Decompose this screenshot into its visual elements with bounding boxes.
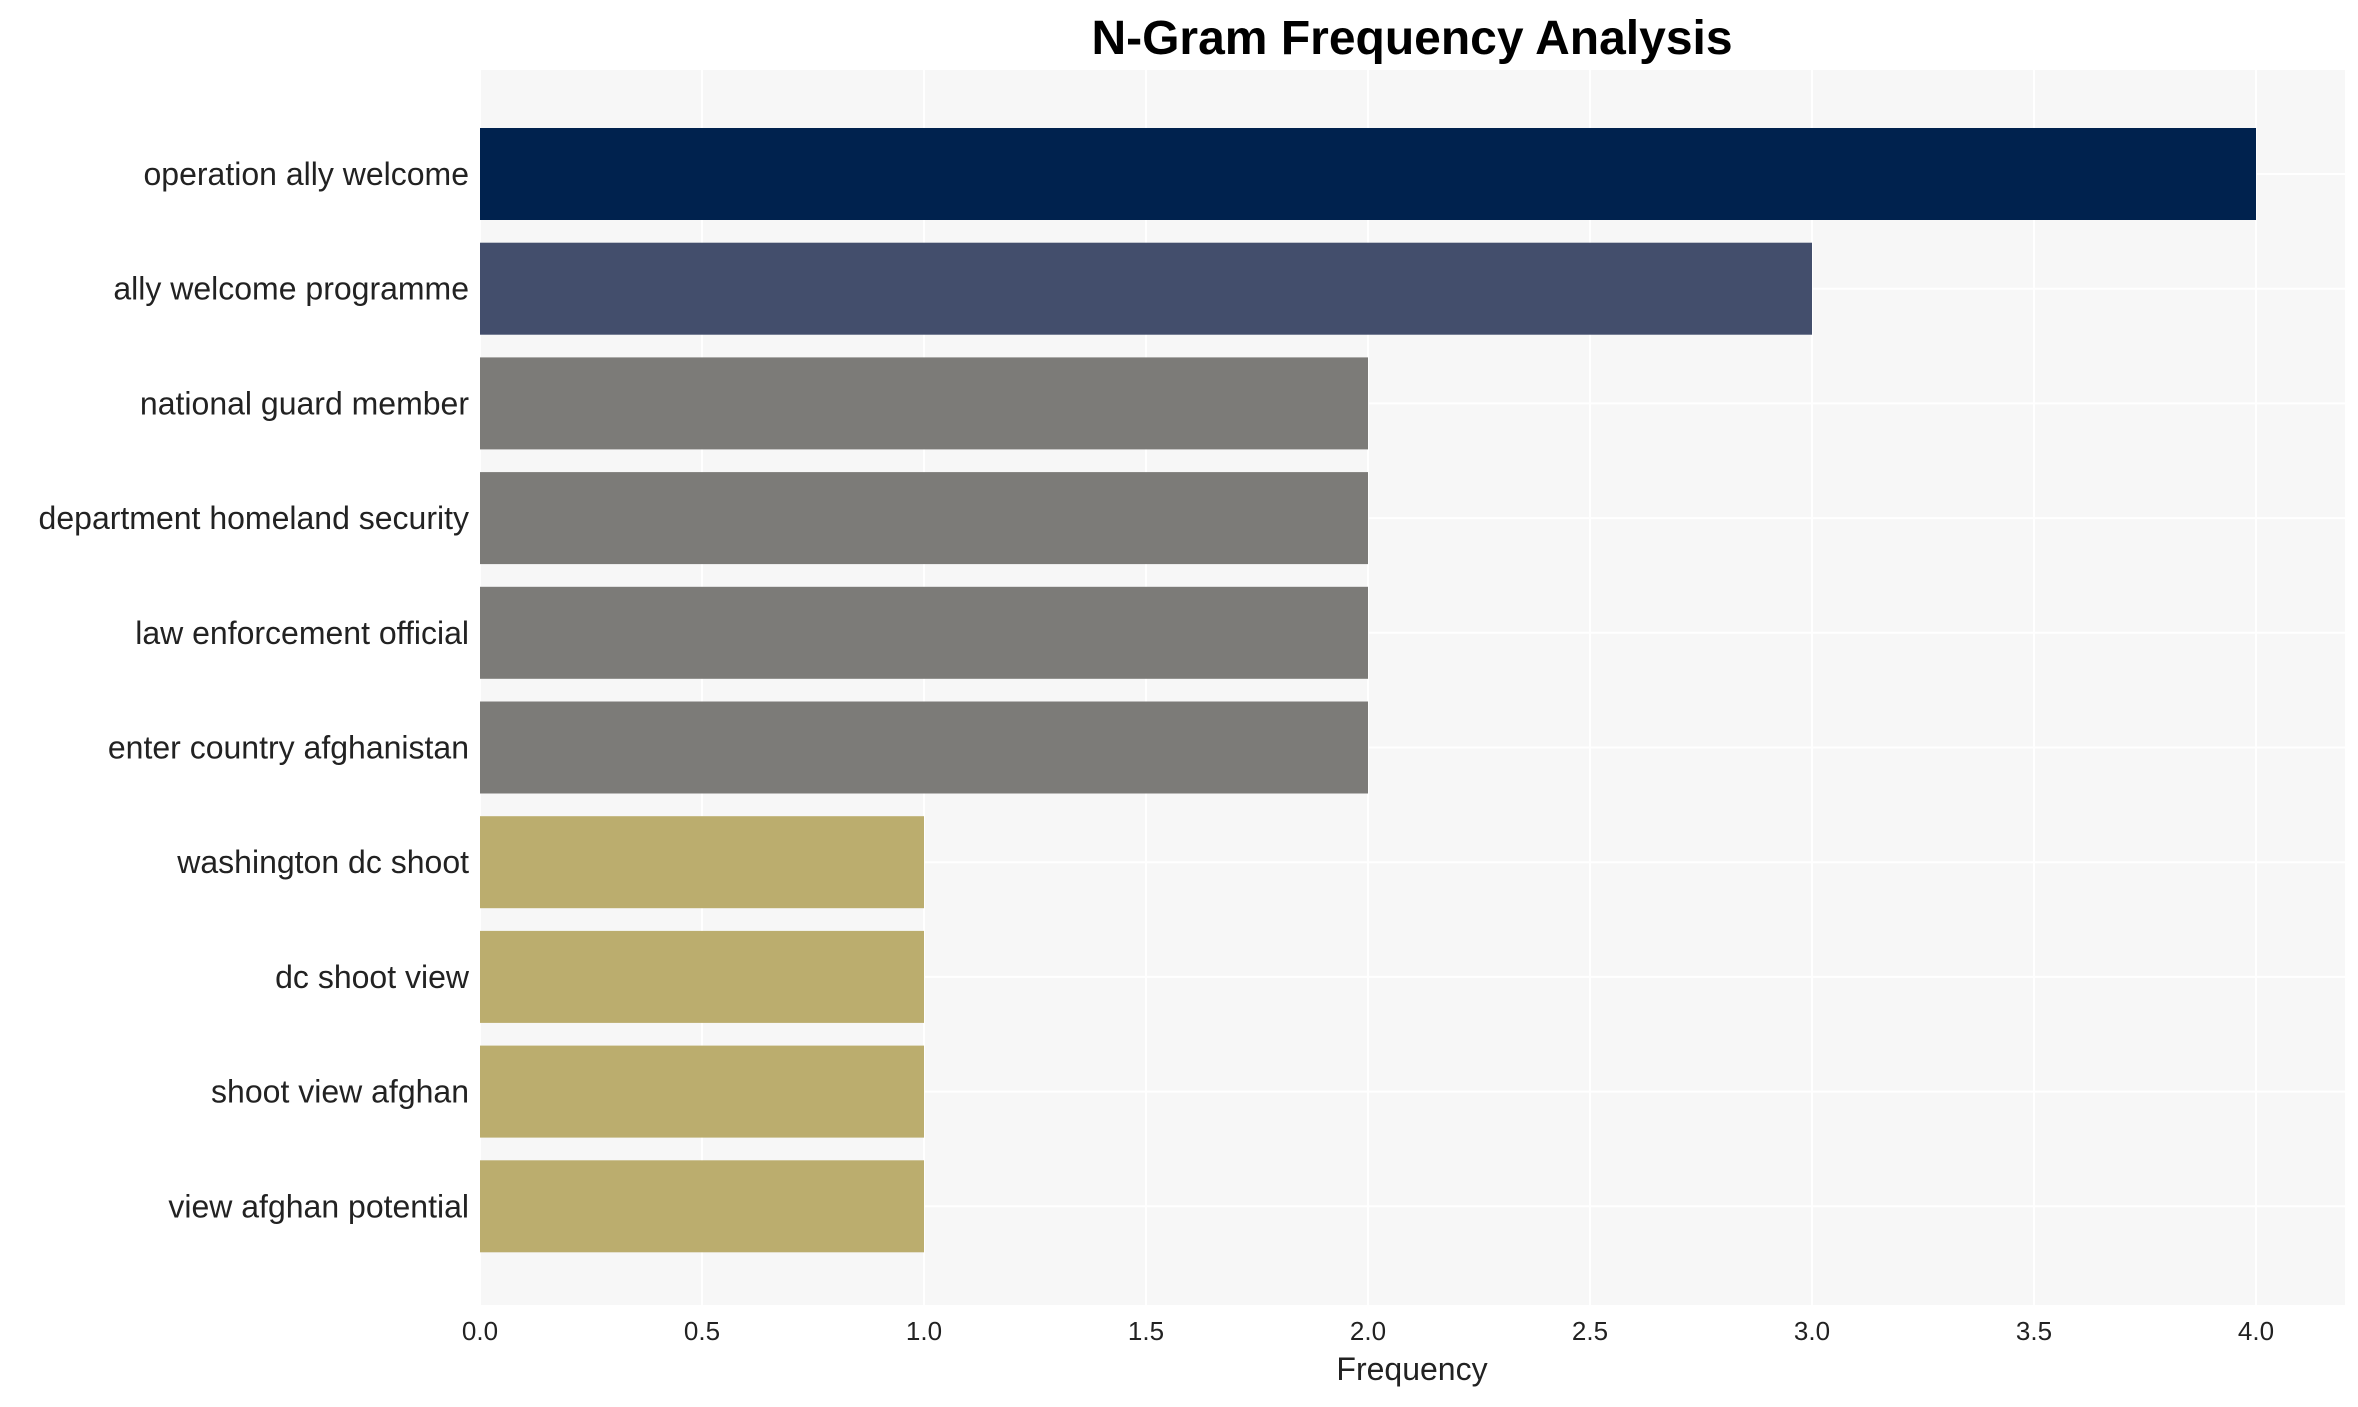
x-tick-label: 3.0 xyxy=(1794,1316,1830,1346)
bar-department-homeland-security xyxy=(480,472,1368,565)
category-labels: operation ally welcome ally welcome progr… xyxy=(39,156,470,1224)
x-tick-label: 1.0 xyxy=(906,1316,942,1346)
bar-dc-shoot-view xyxy=(480,930,924,1023)
bar-ally-welcome-programme xyxy=(480,242,1812,335)
category-label: law enforcement official xyxy=(135,615,469,651)
x-tick-label: 0.0 xyxy=(462,1316,498,1346)
x-tick-label: 4.0 xyxy=(2238,1316,2274,1346)
category-label: dc shoot view xyxy=(275,959,470,995)
bar-national-guard-member xyxy=(480,357,1368,450)
bars xyxy=(480,128,2256,1253)
category-label: washington dc shoot xyxy=(176,844,469,880)
x-tick-labels: 0.0 0.5 1.0 1.5 2.0 2.5 3.0 3.5 4.0 xyxy=(462,1316,2274,1346)
category-label: national guard member xyxy=(140,385,469,421)
x-tick-label: 2.5 xyxy=(1572,1316,1608,1346)
bar-operation-ally-welcome xyxy=(480,128,2256,220)
bar-enter-country-afghanistan xyxy=(480,701,1368,794)
category-label: view afghan potential xyxy=(168,1188,469,1224)
x-tick-label: 2.0 xyxy=(1350,1316,1386,1346)
x-axis-label: Frequency xyxy=(1336,1351,1487,1387)
x-tick-label: 1.5 xyxy=(1128,1316,1164,1346)
bar-law-enforcement-official xyxy=(480,586,1368,679)
category-label: department homeland security xyxy=(39,500,469,536)
bar-washington-dc-shoot xyxy=(480,816,924,909)
bar-shoot-view-afghan xyxy=(480,1045,924,1138)
category-label: shoot view afghan xyxy=(211,1074,469,1110)
x-tick-label: 0.5 xyxy=(684,1316,720,1346)
category-label: operation ally welcome xyxy=(144,156,470,192)
bar-view-afghan-potential xyxy=(480,1160,924,1253)
category-label: enter country afghanistan xyxy=(108,730,469,766)
category-label: ally welcome programme xyxy=(113,271,469,307)
chart-title: N-Gram Frequency Analysis xyxy=(1091,12,1732,65)
x-tick-label: 3.5 xyxy=(2016,1316,2052,1346)
